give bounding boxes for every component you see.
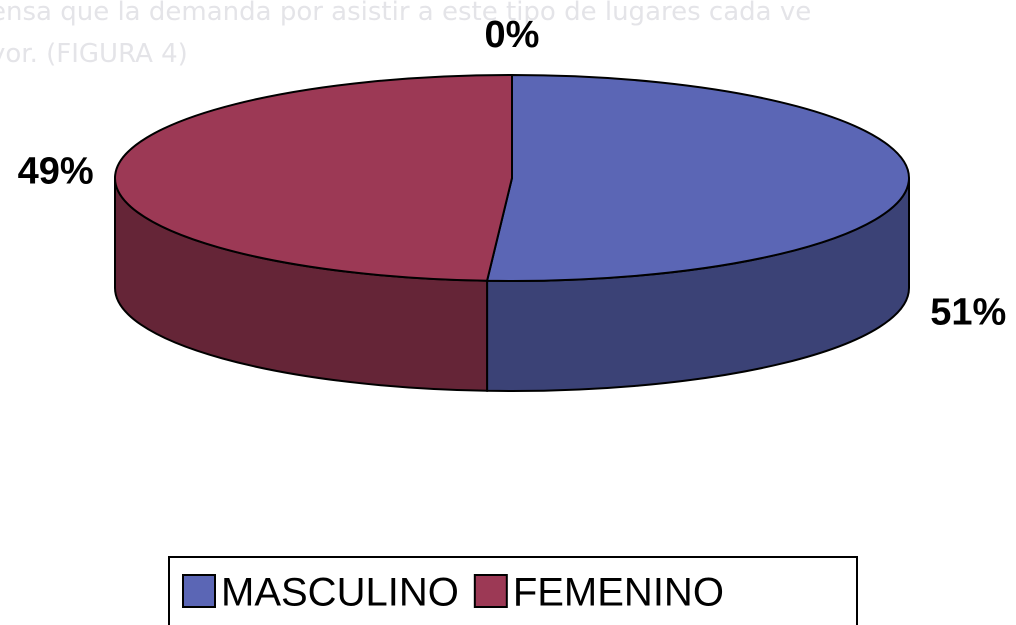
background-text: ensa que la demanda por asistir a este t…	[0, 0, 811, 27]
legend-label: MASCULINO	[221, 571, 459, 615]
data-label: 51%	[930, 292, 1006, 334]
data-label: 49%	[18, 151, 94, 193]
legend-swatch	[182, 574, 216, 608]
background-text: yor. (FIGURA 4)	[0, 39, 188, 69]
pie-slice	[485, 73, 910, 282]
data-label: 0%	[485, 14, 540, 56]
legend-label: FEMENINO	[513, 571, 724, 615]
pie-slice	[114, 73, 513, 282]
legend-box	[168, 556, 858, 625]
legend-swatch	[473, 574, 508, 608]
